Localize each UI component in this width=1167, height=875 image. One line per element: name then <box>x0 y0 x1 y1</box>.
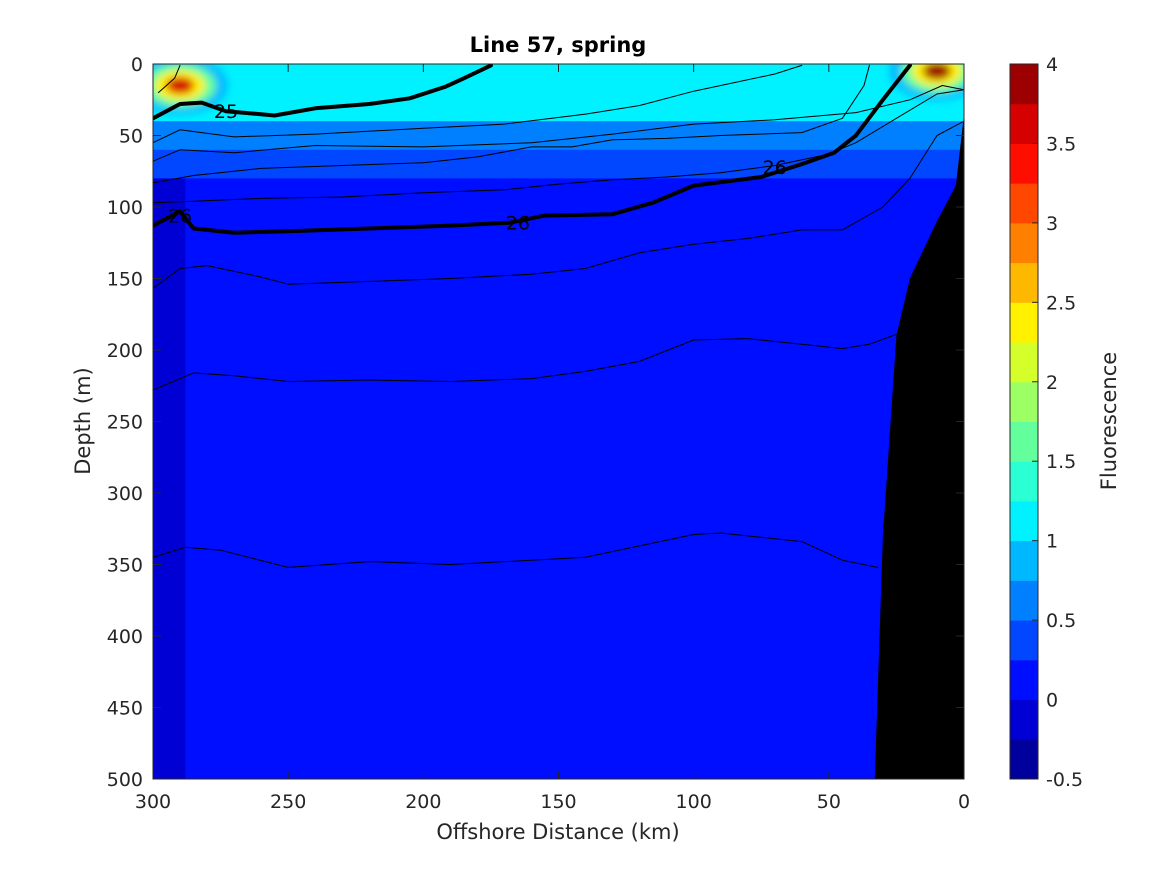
colorbar-tick-label: 4 <box>1046 54 1058 76</box>
colorbar-tick-label: 0 <box>1046 690 1058 712</box>
y-tick-label: 400 <box>107 626 143 648</box>
y-tick-label: 100 <box>107 197 143 219</box>
contour-label: 25 <box>214 101 238 123</box>
colorbar-swatch <box>1010 659 1038 701</box>
density-contour <box>153 85 964 162</box>
density-contour <box>157 64 181 94</box>
colorbar-tick-label: 1 <box>1046 531 1058 553</box>
x-tick-label: 50 <box>817 791 841 813</box>
colorbar: -0.5 0 0.5 1 1.5 2 2.5 3 3.5 4 <box>1009 54 1083 791</box>
surface-maximum <box>153 64 228 115</box>
chart-title: Line 57, spring <box>470 33 647 57</box>
colorbar-swatch <box>1010 64 1038 105</box>
density-contour <box>153 89 964 204</box>
x-tick-label: 100 <box>676 791 712 813</box>
y-tick-label: 350 <box>107 555 143 577</box>
colorbar-tick-label: -0.5 <box>1046 769 1083 791</box>
colorbar-swatch <box>1010 500 1038 542</box>
colorbar-swatch <box>1010 540 1038 581</box>
density-contour <box>153 333 897 391</box>
x-axis-label: Offshore Distance (km) <box>436 820 679 844</box>
colorbar-label: Fluorescence <box>1097 352 1121 490</box>
fluorescence-fill <box>153 64 964 779</box>
seafloor-mask <box>874 114 964 779</box>
colorbar-tick-label: 0.5 <box>1046 610 1076 632</box>
y-tick-label: 150 <box>107 269 143 291</box>
y-tick-label: 450 <box>107 698 143 720</box>
colorbar-swatch <box>1010 461 1038 502</box>
density-contour <box>153 64 870 184</box>
colorbar-swatch <box>1010 342 1038 383</box>
plot-area: 25 26 26 26 <box>153 64 964 779</box>
density-contour <box>153 532 878 568</box>
x-axis: 300 250 200 150 100 50 0 <box>135 64 970 813</box>
x-tick-label: 0 <box>958 791 970 813</box>
density-contour <box>153 120 964 289</box>
x-tick-label: 300 <box>135 791 171 813</box>
y-axis-label: Depth (m) <box>71 367 95 474</box>
colorbar-swatch <box>1010 103 1038 144</box>
density-contours: 25 26 26 26 <box>153 64 964 568</box>
colorbar-tick-label: 1.5 <box>1046 451 1076 473</box>
contour-label: 26 <box>763 157 787 179</box>
colorbar-swatch <box>1010 381 1038 422</box>
y-tick-label: 250 <box>107 412 143 434</box>
colorbar-swatch <box>1010 183 1038 224</box>
colorbar-swatch <box>1010 143 1038 184</box>
y-tick-label: 500 <box>107 769 143 791</box>
x-tick-label: 200 <box>405 791 441 813</box>
colorbar-tick-label: 2 <box>1046 372 1058 394</box>
colorbar-tick-label: 3.5 <box>1046 133 1076 155</box>
colorbar-swatch <box>1010 421 1038 462</box>
y-tick-label: 200 <box>107 340 143 362</box>
colorbar-swatch <box>1010 222 1038 264</box>
colorbar-swatch <box>1010 302 1038 343</box>
contour-label: 26 <box>168 206 192 228</box>
x-tick-label: 250 <box>270 791 306 813</box>
fluorescence-layer <box>153 149 964 180</box>
fluorescence-layer <box>153 178 964 779</box>
colorbar-swatch <box>1010 580 1038 621</box>
y-tick-label: 50 <box>119 126 143 148</box>
y-tick-label: 0 <box>131 54 143 76</box>
density-contour <box>153 64 803 144</box>
colorbar-swatch <box>1010 739 1038 780</box>
surface-maximum <box>889 64 964 101</box>
colorbar-swatch <box>1010 699 1038 740</box>
contour-label: 26 <box>506 213 530 235</box>
x-tick-label: 150 <box>540 791 576 813</box>
colorbar-tick-label: 2.5 <box>1046 292 1076 314</box>
colorbar-swatch <box>1010 262 1038 303</box>
fluorescence-layer <box>153 121 964 151</box>
y-axis: 0 50 100 150 200 250 300 350 400 450 500 <box>107 54 964 791</box>
density-contour-bold <box>153 64 493 121</box>
y-tick-label: 300 <box>107 483 143 505</box>
colorbar-frame <box>1009 63 1039 780</box>
colorbar-swatch <box>1010 620 1038 661</box>
colorbar-tick-label: 3 <box>1046 213 1058 235</box>
